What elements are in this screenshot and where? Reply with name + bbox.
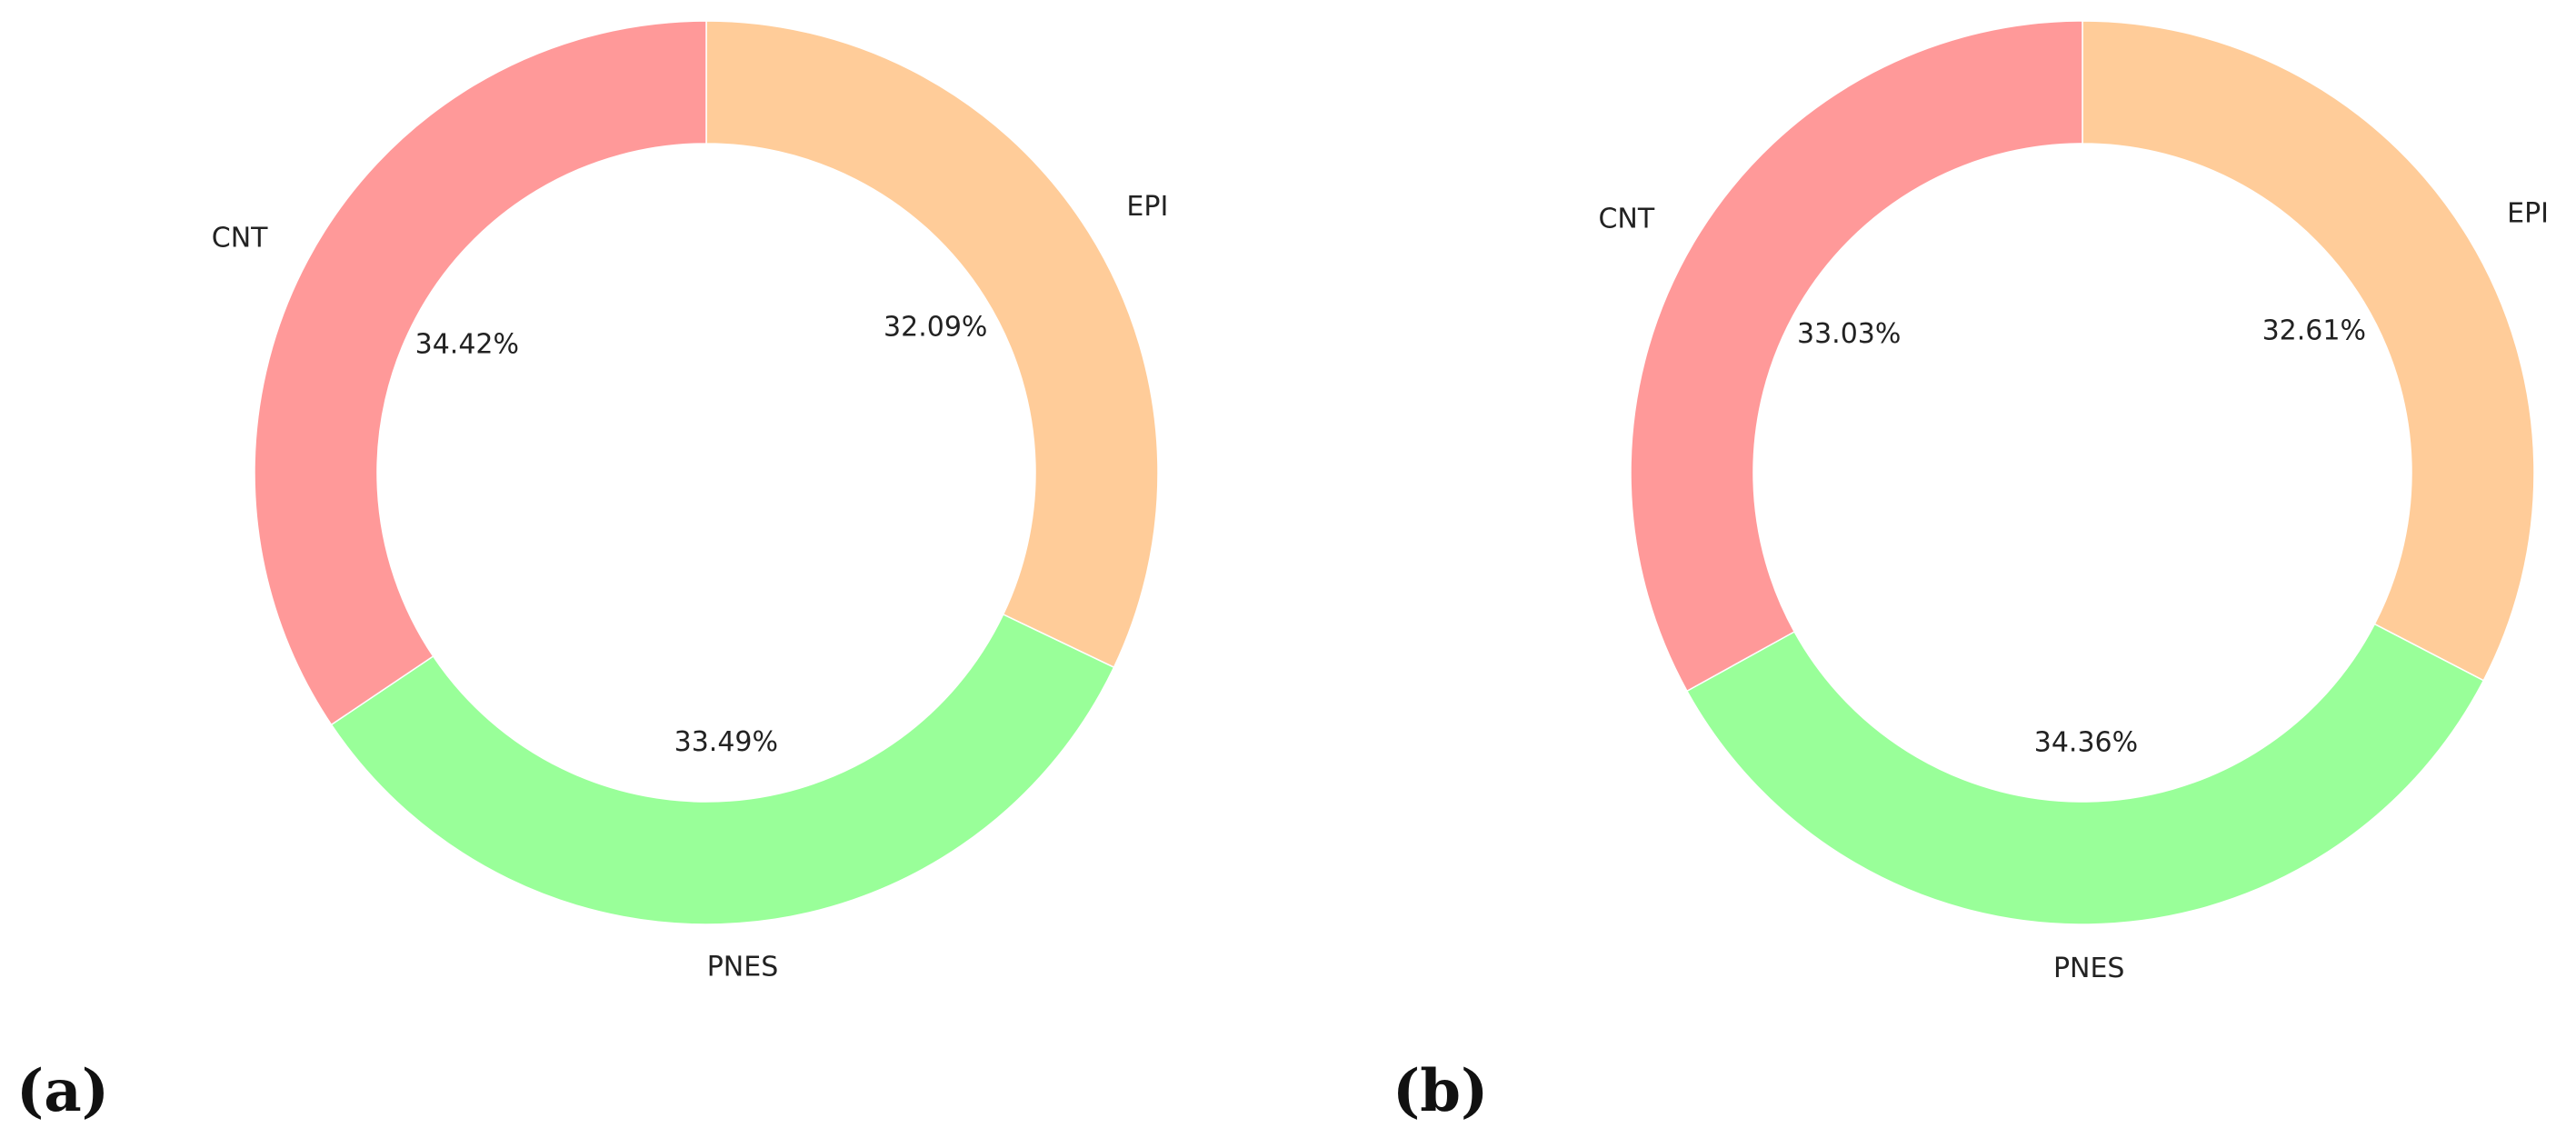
slice-percent-epi: 32.09% (884, 311, 987, 343)
slice-pnes (330, 613, 1115, 925)
slice-percent-pnes: 33.49% (674, 726, 778, 758)
slice-label-epi: EPI (2507, 197, 2549, 229)
slice-cnt (254, 20, 707, 726)
slice-percent-cnt: 34.42% (415, 328, 519, 360)
slice-percent-pnes: 34.36% (2034, 727, 2138, 759)
slice-label-epi: EPI (1126, 191, 1168, 223)
slice-epi (705, 20, 1159, 669)
slice-percent-epi: 32.61% (2262, 315, 2366, 347)
slice-percent-cnt: 33.03% (1797, 318, 1901, 350)
slice-cnt (1630, 20, 2083, 693)
slice-label-pnes: PNES (707, 952, 779, 983)
panel-label-a: (a) (16, 1057, 109, 1125)
slice-label-cnt: CNT (212, 222, 268, 254)
slice-label-pnes: PNES (2053, 953, 2125, 984)
panel-label-b: (b) (1393, 1057, 1488, 1125)
slice-label-cnt: CNT (1598, 204, 1654, 235)
slice-epi (2082, 20, 2535, 682)
donut-chart-a: EPI 32.09% PNES 33.49% CNT 34.42% (212, 20, 1168, 983)
slice-pnes (1685, 623, 2485, 925)
donut-chart-b: EPI 32.61% PNES 34.36% CNT 33.03% (1598, 20, 2549, 984)
